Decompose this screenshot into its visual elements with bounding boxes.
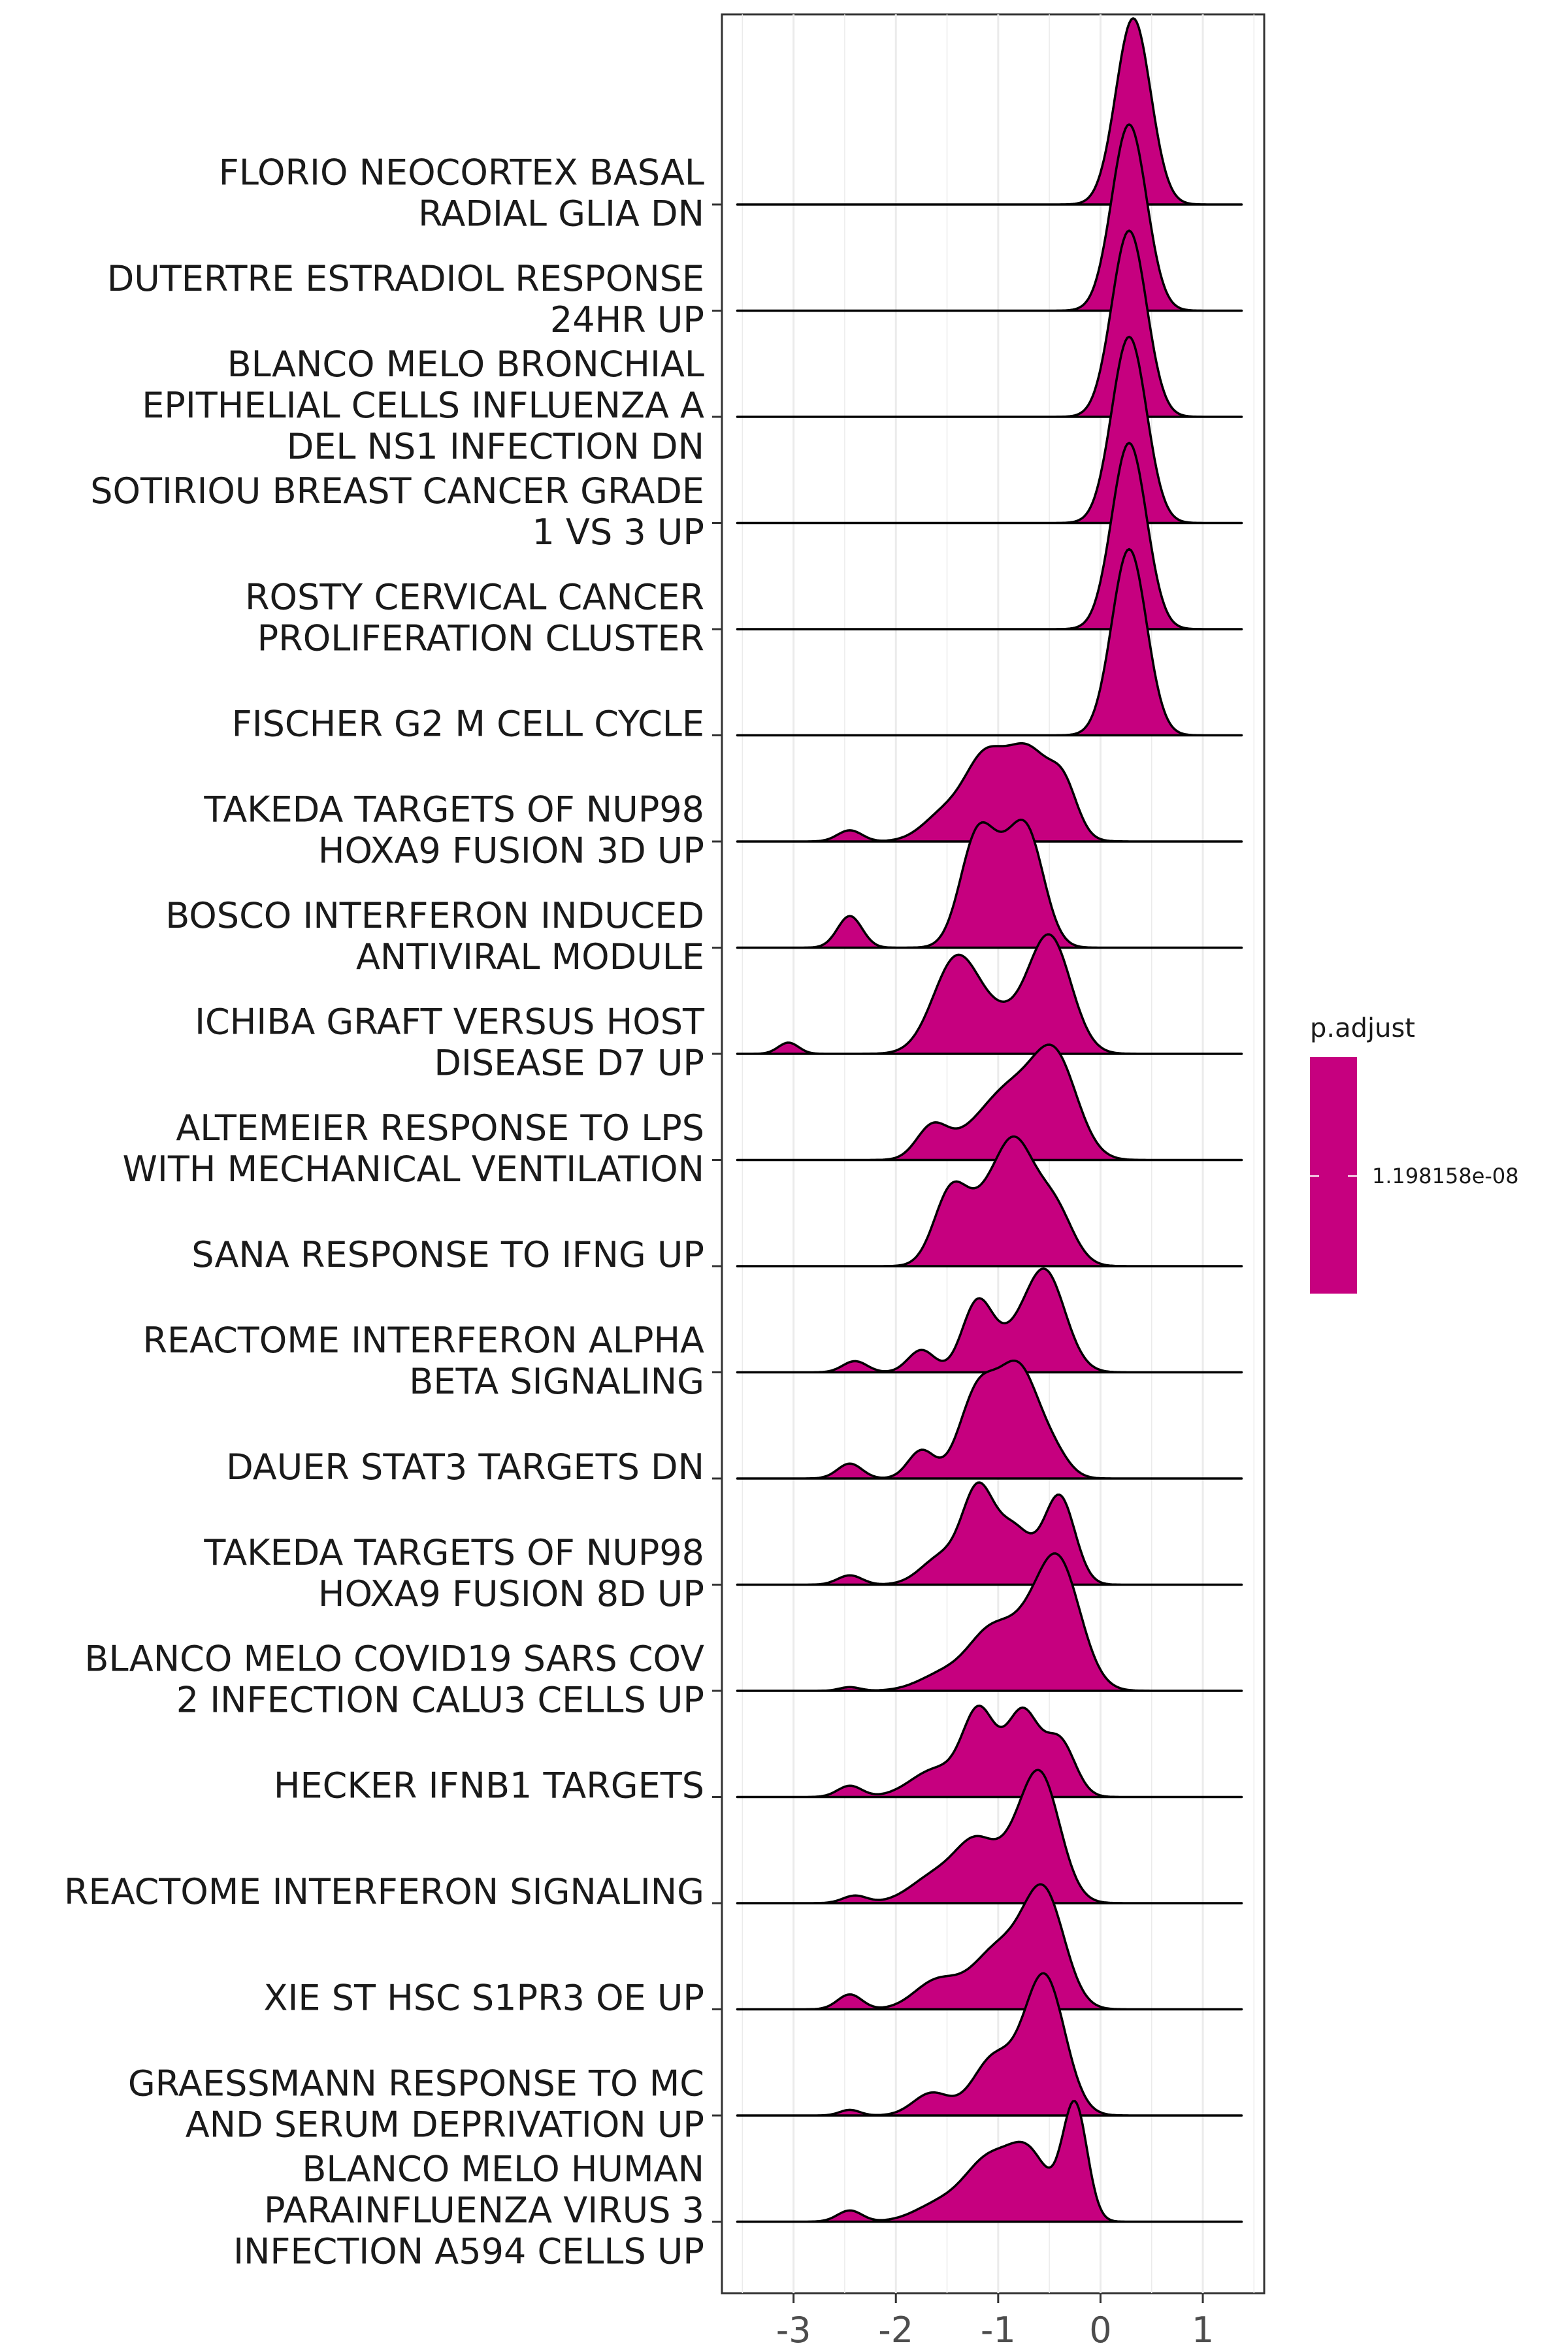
x-axis: -3 -2 -1 0 1 bbox=[776, 2293, 1214, 2351]
x-tick-label: 0 bbox=[1089, 2310, 1111, 2351]
ridge-15 bbox=[736, 1705, 1243, 1799]
ridge-2 bbox=[736, 229, 1243, 418]
y-label-15: HECKER IFNB1 TARGETS bbox=[274, 1765, 704, 1806]
ridge-10 bbox=[736, 1135, 1243, 1267]
ridge-8 bbox=[736, 933, 1243, 1055]
y-label-12: DAUER STAT3 TARGETS DN bbox=[226, 1446, 704, 1488]
y-label-11: REACTOME INTERFERON ALPHA BETA SIGNALING bbox=[142, 1320, 704, 1402]
ridge-5 bbox=[736, 547, 1243, 737]
ridge-19 bbox=[736, 2100, 1243, 2223]
y-label-13: TAKEDA TARGETS OF NUP98 HOXA9 FUSION 8D U… bbox=[203, 1532, 704, 1614]
x-tick-label: -1 bbox=[981, 2310, 1016, 2351]
y-label-7: BOSCO INTERFERON INDUCED ANTIVIRAL MODULE bbox=[165, 895, 704, 977]
y-label-19: BLANCO MELO HUMAN PARAINFLUENZA VIRUS 3 IN… bbox=[233, 2149, 704, 2272]
y-label-5: FISCHER G2 M CELL CYCLE bbox=[232, 704, 704, 745]
y-label-0: FLORIO NEOCORTEX BASAL RADIAL GLIA DN bbox=[219, 152, 704, 235]
ridge-12 bbox=[736, 1359, 1243, 1480]
y-label-8: ICHIBA GRAFT VERSUS HOST DISEASE D7 UP bbox=[195, 1002, 705, 1084]
legend-label: 1.198158e-08 bbox=[1372, 1164, 1519, 1188]
legend-title: p.adjust bbox=[1310, 1013, 1415, 1043]
ridge-4 bbox=[736, 442, 1243, 630]
y-label-14: BLANCO MELO COVID19 SARS COV 2 INFECTION … bbox=[84, 1639, 704, 1721]
y-label-6: TAKEDA TARGETS OF NUP98 HOXA9 FUSION 3D U… bbox=[203, 789, 704, 872]
ridge-14 bbox=[736, 1552, 1243, 1692]
x-tick-label: -2 bbox=[878, 2310, 913, 2351]
x-tick-label: -3 bbox=[776, 2310, 811, 2351]
ridge-11 bbox=[736, 1267, 1243, 1374]
ridge-0 bbox=[736, 17, 1243, 206]
ridge-6 bbox=[736, 742, 1243, 843]
y-label-3: SOTIRIOU BREAST CANCER GRADE 1 VS 3 UP bbox=[90, 470, 704, 553]
ridge-17 bbox=[736, 1883, 1243, 2011]
ridge-series bbox=[736, 17, 1243, 2223]
ridge-3 bbox=[736, 335, 1243, 525]
y-label-4: ROSTY CERVICAL CANCER PROLIFERATION CLUST… bbox=[245, 577, 704, 659]
ridge-1 bbox=[736, 123, 1243, 312]
y-label-9: ALTEMEIER RESPONSE TO LPS WITH MECHANICAL… bbox=[123, 1107, 705, 1190]
ridge-7 bbox=[736, 819, 1243, 949]
ridge-13 bbox=[736, 1481, 1243, 1586]
ridge-18 bbox=[736, 1972, 1243, 2117]
ridge-16 bbox=[736, 1769, 1243, 1904]
y-label-17: XIE ST HSC S1PR3 OE UP bbox=[264, 1978, 705, 2019]
y-label-2: BLANCO MELO BRONCHIAL EPITHELIAL CELLS IN… bbox=[142, 344, 704, 467]
y-label-1: DUTERTRE ESTRADIOL RESPONSE 24HR UP bbox=[107, 258, 704, 340]
x-tick-label: 1 bbox=[1192, 2310, 1214, 2351]
ridge-9 bbox=[736, 1043, 1243, 1162]
y-label-16: REACTOME INTERFERON SIGNALING bbox=[64, 1871, 704, 1912]
legend: p.adjust 1.198158e-08 bbox=[1310, 1013, 1519, 1294]
y-label-18: GRAESSMANN RESPONSE TO MC AND SERUM DEPRI… bbox=[128, 2063, 704, 2146]
y-label-10: SANA RESPONSE TO IFNG UP bbox=[191, 1234, 704, 1275]
y-axis-labels: FLORIO NEOCORTEX BASAL RADIAL GLIA DN DUTE… bbox=[64, 152, 722, 2272]
